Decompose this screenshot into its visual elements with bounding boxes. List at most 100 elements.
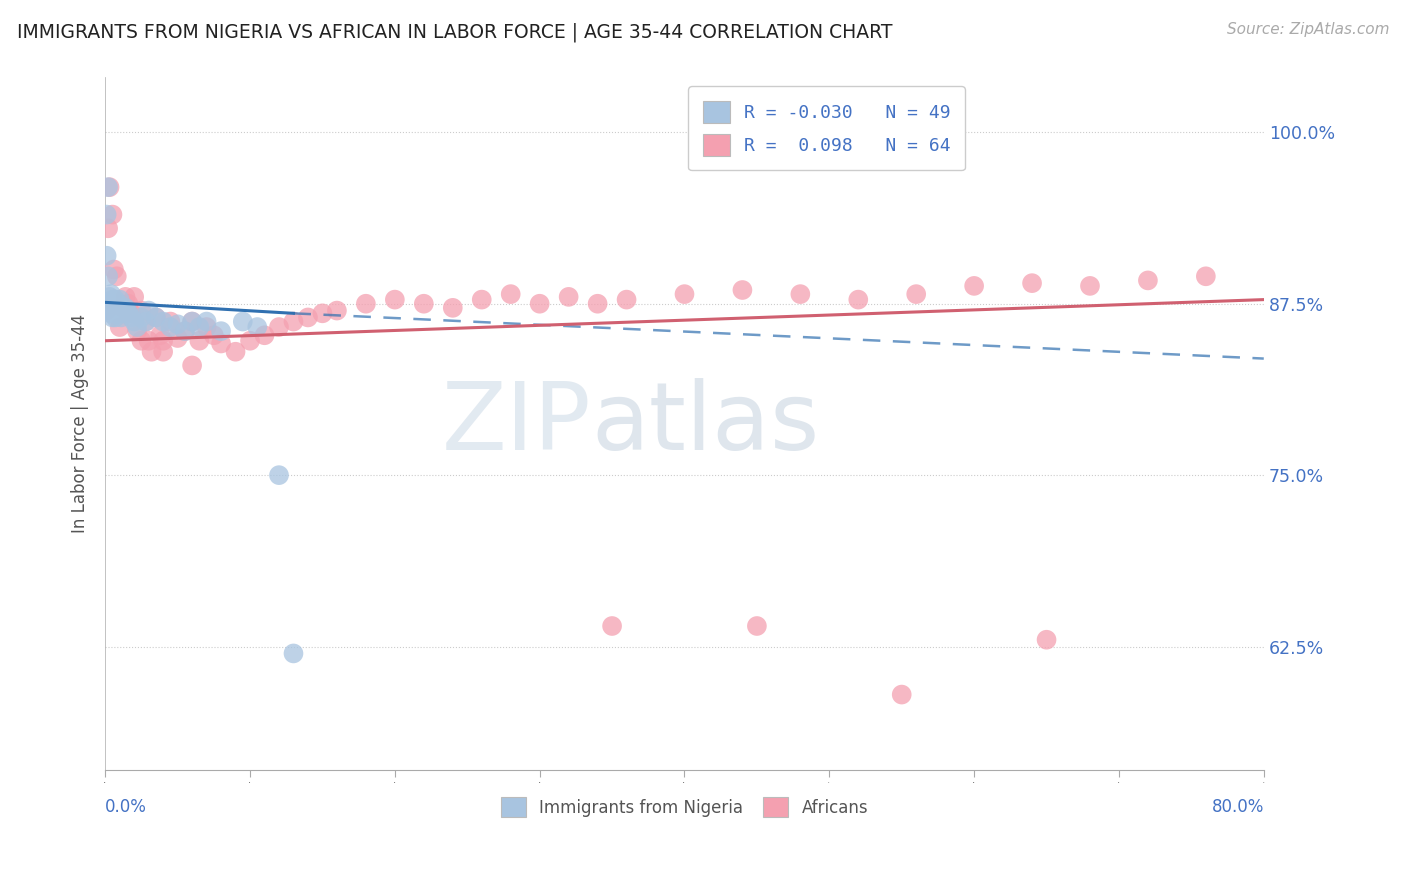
Point: [232, 314, 254, 328]
Point: [152, 334, 174, 348]
Point: [98, 290, 121, 304]
Point: [253, 328, 276, 343]
Point: [195, 320, 218, 334]
Point: [499, 287, 522, 301]
Point: [104, 310, 127, 325]
Point: [354, 296, 377, 310]
Point: [138, 334, 160, 348]
Point: [97, 180, 120, 194]
Point: [209, 336, 232, 351]
Point: [181, 314, 204, 328]
Point: [283, 647, 305, 661]
Point: [890, 688, 912, 702]
Point: [100, 306, 122, 320]
Point: [110, 310, 132, 325]
Point: [103, 303, 125, 318]
Point: [145, 310, 167, 325]
Point: [745, 619, 768, 633]
Point: [166, 318, 188, 332]
Point: [673, 287, 696, 301]
Point: [104, 293, 127, 307]
Point: [159, 314, 181, 328]
Point: [195, 314, 218, 328]
Text: atlas: atlas: [592, 377, 820, 470]
Point: [101, 293, 124, 307]
Point: [120, 306, 142, 320]
Point: [141, 344, 163, 359]
Point: [96, 208, 118, 222]
Point: [384, 293, 406, 307]
Point: [120, 310, 142, 325]
Point: [209, 324, 232, 338]
Point: [297, 310, 319, 325]
Text: IMMIGRANTS FROM NIGERIA VS AFRICAN IN LABOR FORCE | AGE 35-44 CORRELATION CHART: IMMIGRANTS FROM NIGERIA VS AFRICAN IN LA…: [17, 22, 893, 42]
Point: [471, 293, 494, 307]
Point: [125, 324, 148, 338]
Point: [112, 306, 135, 320]
Point: [135, 314, 157, 328]
Point: [173, 324, 195, 338]
Text: Source: ZipAtlas.com: Source: ZipAtlas.com: [1226, 22, 1389, 37]
Point: [125, 320, 148, 334]
Point: [108, 320, 131, 334]
Text: 0.0%: 0.0%: [105, 797, 148, 815]
Point: [731, 283, 754, 297]
Point: [152, 314, 174, 328]
Point: [96, 303, 118, 318]
Point: [96, 249, 118, 263]
Point: [131, 334, 153, 348]
Point: [101, 208, 124, 222]
Legend: Immigrants from Nigeria, Africans: Immigrants from Nigeria, Africans: [494, 790, 875, 824]
Point: [117, 296, 139, 310]
Point: [239, 334, 262, 348]
Point: [905, 287, 928, 301]
Point: [107, 296, 129, 310]
Point: [107, 303, 129, 318]
Text: 80.0%: 80.0%: [1212, 797, 1264, 815]
Text: ZIP: ZIP: [441, 377, 592, 470]
Point: [105, 306, 128, 320]
Point: [412, 296, 434, 310]
Point: [963, 279, 986, 293]
Point: [846, 293, 869, 307]
Point: [1035, 632, 1057, 647]
Point: [108, 293, 131, 307]
Point: [103, 296, 125, 310]
Y-axis label: In Labor Force | Age 35-44: In Labor Force | Age 35-44: [72, 314, 89, 533]
Point: [173, 324, 195, 338]
Point: [117, 306, 139, 320]
Point: [166, 331, 188, 345]
Point: [529, 296, 551, 310]
Point: [97, 269, 120, 284]
Point: [159, 320, 181, 334]
Point: [188, 334, 211, 348]
Point: [267, 320, 290, 334]
Point: [152, 344, 174, 359]
Point: [108, 306, 131, 320]
Point: [145, 310, 167, 325]
Point: [135, 314, 157, 328]
Point: [149, 328, 172, 343]
Point: [181, 359, 204, 373]
Point: [283, 314, 305, 328]
Point: [111, 301, 134, 315]
Point: [101, 310, 124, 325]
Point: [111, 303, 134, 318]
Point: [105, 301, 128, 315]
Point: [441, 301, 464, 315]
Point: [789, 287, 811, 301]
Point: [115, 303, 138, 318]
Point: [326, 303, 349, 318]
Point: [101, 301, 124, 315]
Point: [246, 320, 269, 334]
Point: [122, 314, 145, 328]
Point: [98, 180, 121, 194]
Point: [100, 303, 122, 318]
Point: [1078, 279, 1101, 293]
Point: [114, 301, 136, 315]
Point: [1021, 276, 1043, 290]
Point: [131, 303, 153, 318]
Point: [103, 262, 125, 277]
Point: [1136, 273, 1159, 287]
Point: [138, 303, 160, 318]
